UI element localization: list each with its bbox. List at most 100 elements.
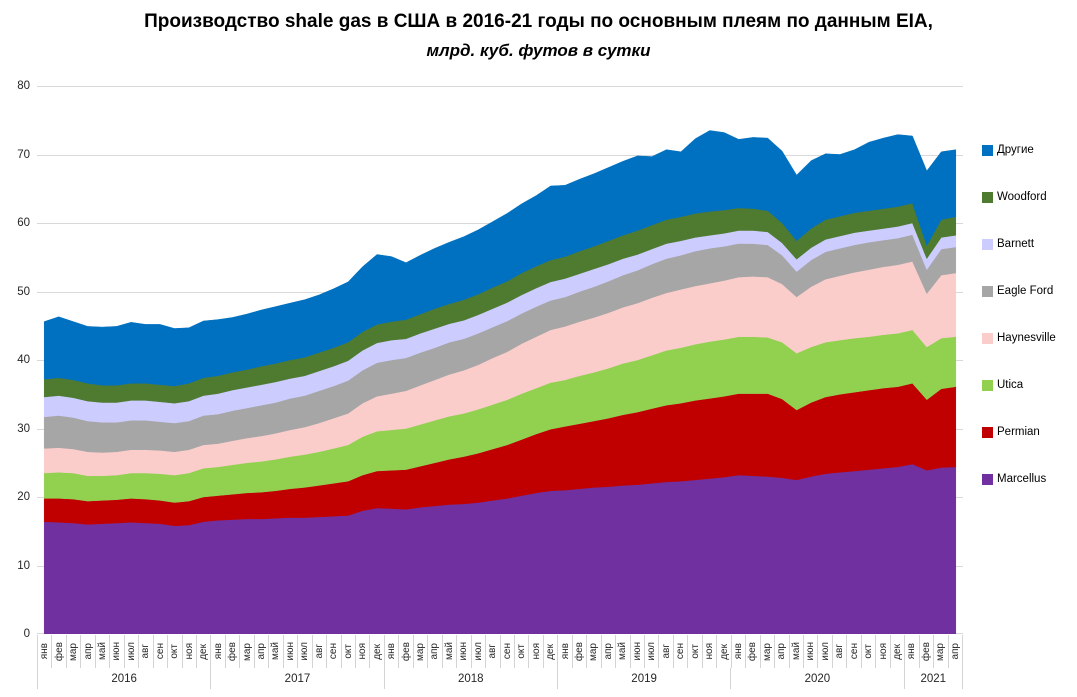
legend-swatch-icon — [982, 379, 993, 391]
month-label: май — [443, 642, 455, 661]
month-label: сен — [328, 643, 340, 660]
month-label: окт — [516, 644, 528, 659]
legend-item-другие: Другие — [982, 144, 1077, 156]
y-tick-label-40: 40 — [17, 354, 30, 366]
month-label: сен — [501, 643, 513, 660]
year-label-2018: 2018 — [385, 668, 558, 689]
month-cell: июл — [125, 635, 140, 668]
y-tick-label-10: 10 — [17, 559, 30, 572]
month-cell: янв — [558, 635, 573, 668]
month-label: июн — [631, 642, 643, 661]
month-cell: мар — [414, 635, 429, 668]
month-label: ноя — [357, 643, 369, 660]
legend-label: Utica — [997, 379, 1024, 391]
month-label: июл — [299, 642, 311, 661]
month-label: ноя — [530, 643, 542, 660]
month-cell: янв — [38, 635, 53, 668]
month-cell: июн — [457, 635, 472, 668]
legend-swatch-icon — [982, 285, 993, 297]
month-cell: окт — [168, 635, 183, 668]
month-label: сен — [848, 643, 860, 660]
month-label: окт — [342, 644, 354, 659]
month-label: ноя — [877, 643, 889, 660]
month-label: янв — [386, 643, 398, 660]
month-label: фев — [400, 641, 412, 662]
month-cell: дек — [197, 635, 212, 668]
month-cell: апр — [775, 635, 790, 668]
month-label: дек — [371, 643, 383, 660]
area-series-другие — [43, 130, 957, 387]
month-cell: ноя — [183, 635, 197, 668]
legend-swatch-icon — [982, 473, 993, 485]
month-cell: апр — [428, 635, 443, 668]
month-label: авг — [313, 644, 325, 659]
month-label: май — [617, 642, 629, 661]
year-label-2019: 2019 — [558, 668, 732, 689]
month-cell: июл — [818, 635, 833, 668]
month-cell: июн — [110, 635, 125, 668]
month-label: авг — [834, 644, 846, 659]
month-label: мар — [761, 642, 773, 661]
month-cell: сен — [674, 635, 689, 668]
month-label: дек — [545, 643, 557, 660]
month-cell: дек — [891, 635, 906, 668]
month-label: дек — [891, 643, 903, 660]
month-cell: апр — [81, 635, 96, 668]
month-cell: фев — [226, 635, 241, 668]
y-tick-label-80: 80 — [17, 80, 30, 92]
month-label: май — [97, 642, 109, 661]
month-label: янв — [212, 643, 224, 660]
month-cell: авг — [486, 635, 501, 668]
month-cell: мар — [67, 635, 82, 668]
legend-label: Woodford — [997, 191, 1047, 203]
month-cell: фев — [399, 635, 414, 668]
month-label: окт — [689, 644, 701, 659]
month-label: апр — [776, 643, 788, 660]
legend-swatch-icon — [982, 426, 993, 438]
chart-subtitle: млрд. куб. футов в сутки — [426, 41, 651, 60]
legend-item-eagle-ford: Eagle Ford — [982, 285, 1077, 297]
month-cell: ноя — [703, 635, 718, 668]
month-cell: май — [443, 635, 458, 668]
month-label: фев — [920, 641, 932, 662]
year-label-2020: 2020 — [731, 668, 905, 689]
legend-swatch-icon — [982, 144, 993, 156]
month-label: мар — [68, 642, 80, 661]
month-cell: янв — [211, 635, 226, 668]
month-cell: янв — [732, 635, 747, 668]
legend-label: Marcellus — [997, 473, 1047, 485]
plot-svg — [37, 86, 963, 634]
month-label: дек — [198, 643, 210, 660]
year-label-2016: 2016 — [38, 668, 212, 689]
month-cell: май — [96, 635, 111, 668]
month-label: июл — [125, 642, 137, 661]
month-label: фев — [53, 641, 65, 662]
month-cell: апр — [949, 635, 963, 668]
month-cell: май — [269, 635, 284, 668]
month-label: апр — [429, 643, 441, 660]
y-tick-label-0: 0 — [23, 628, 30, 640]
legend-label: Barnett — [997, 238, 1035, 250]
month-label: фев — [747, 641, 759, 662]
month-cell: июл — [645, 635, 660, 668]
month-label: окт — [863, 644, 875, 659]
legend-item-woodford: Woodford — [982, 191, 1077, 203]
legend-item-marcellus: Marcellus — [982, 473, 1077, 485]
month-label: янв — [732, 643, 744, 660]
month-label: фев — [227, 641, 239, 662]
month-cell: сен — [847, 635, 862, 668]
month-label: май — [270, 642, 282, 661]
month-cell: дек — [370, 635, 385, 668]
month-label: дек — [718, 643, 730, 660]
month-label: июл — [819, 642, 831, 661]
month-label: июн — [805, 642, 817, 661]
legend-swatch-icon — [982, 191, 993, 203]
legend-label: Permian — [997, 426, 1040, 438]
legend-item-utica: Utica — [982, 379, 1077, 391]
month-cell: ноя — [356, 635, 371, 668]
month-cell: мар — [934, 635, 949, 668]
month-label: мар — [935, 642, 947, 661]
month-cell: окт — [515, 635, 530, 668]
chart-title: Производство shale gas в США в 2016-21 г… — [144, 11, 933, 32]
legend-swatch-icon — [982, 238, 993, 250]
